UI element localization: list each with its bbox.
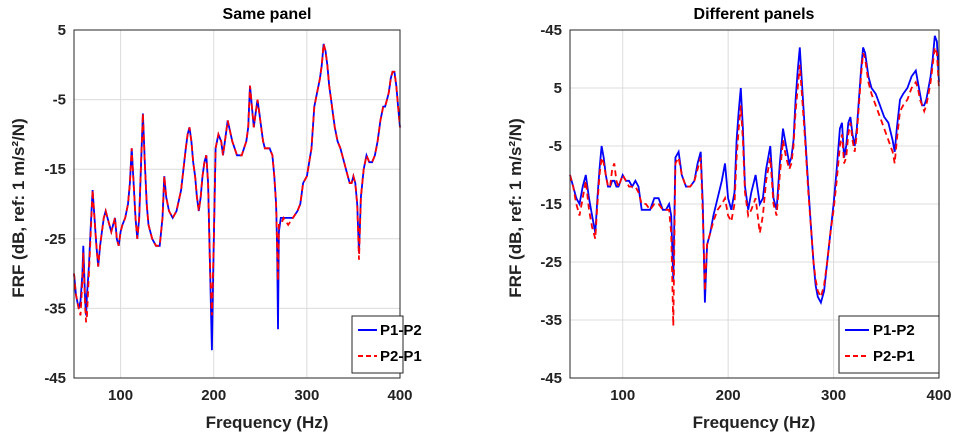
plot-area — [73, 43, 401, 351]
legend-box — [838, 315, 940, 374]
legend-label-p1-p2: P1-P2 — [873, 322, 915, 339]
y-tick-label: -45 — [540, 370, 562, 387]
y-tick-label: 5 — [554, 80, 562, 97]
y-tick-label: -45 — [44, 370, 66, 387]
x-tick-label: 400 — [387, 387, 412, 404]
x-tick-label: 200 — [716, 387, 741, 404]
y-tick-label: -25 — [44, 231, 66, 248]
y-tick-label: -5 — [53, 92, 66, 109]
x-tick-label: 300 — [821, 387, 846, 404]
axes-frame — [73, 29, 401, 379]
chart-title: Same panel — [223, 6, 312, 23]
series-line-p2-p1 — [569, 47, 940, 326]
y-tick-label: -15 — [44, 161, 66, 178]
plot-area — [569, 35, 940, 326]
y-tick-label: 5 — [58, 22, 66, 39]
y-tick-label: -25 — [540, 254, 562, 271]
legend-label-p2-p1: P2-P1 — [380, 348, 422, 365]
y-axis-label: FRF (dB, ref: 1 m/s²/N) — [506, 118, 525, 297]
x-tick-label: 100 — [610, 387, 635, 404]
chart-different-panels: Different panels 100 200 300 400 -45 -35 -25 -1… — [506, 6, 952, 432]
chart-title: Different panels — [694, 6, 815, 23]
x-tick-label: 200 — [201, 387, 226, 404]
x-tick-label: 300 — [294, 387, 319, 404]
legend-label-p1-p2: P1-P2 — [380, 322, 422, 339]
axes-frame — [569, 29, 940, 379]
x-tick-label: 100 — [108, 387, 133, 404]
legend-label-p2-p1: P2-P1 — [873, 348, 915, 365]
legend: P1-P2 P2-P1 — [351, 315, 422, 374]
x-axis-label: Frequency (Hz) — [206, 413, 329, 432]
chart-same-panel: Same panel 100 200 300 400 -45 -35 -25 -15 -5 5 F… — [9, 6, 422, 432]
x-axis-label: Frequency (Hz) — [693, 413, 816, 432]
y-tick-label: -35 — [540, 312, 562, 329]
y-tick-label: -15 — [540, 196, 562, 213]
y-axis-label: FRF (dB, ref: 1 m/s²/N) — [9, 118, 28, 297]
tick-labels: 100 200 300 400 -45 -35 -25 -15 -5 5 -45 — [540, 22, 951, 404]
tick-labels: 100 200 300 400 -45 -35 -25 -15 -5 5 — [44, 22, 412, 404]
series-line-p2-p1 — [73, 43, 401, 323]
legend-box — [351, 315, 404, 374]
y-tick-label: -35 — [44, 300, 66, 317]
x-tick-label: 400 — [926, 387, 951, 404]
y-tick-label: -5 — [549, 138, 562, 155]
y-tick-label: -45 — [540, 22, 562, 39]
legend: P1-P2 P2-P1 — [838, 315, 940, 374]
